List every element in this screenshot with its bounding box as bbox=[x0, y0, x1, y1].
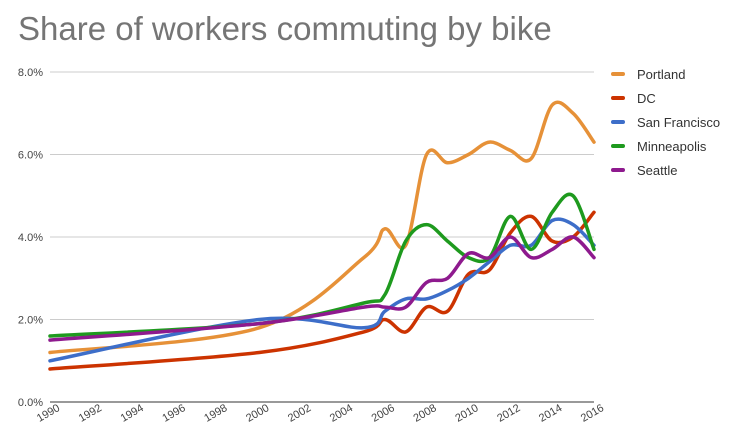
x-tick-label: 2016 bbox=[579, 402, 606, 425]
series-line-dc bbox=[48, 210, 596, 371]
x-tick-label: 2002 bbox=[286, 402, 313, 425]
legend-swatch bbox=[611, 120, 625, 124]
legend-swatch bbox=[611, 144, 625, 148]
legend-item-portland: Portland bbox=[611, 62, 720, 86]
y-tick-label: 2.0% bbox=[18, 315, 43, 327]
series-line-san-francisco bbox=[48, 217, 596, 363]
legend-item-seattle: Seattle bbox=[611, 158, 720, 182]
x-tick-label: 2006 bbox=[370, 402, 397, 425]
x-tick-label: 2010 bbox=[453, 402, 480, 425]
x-tick-label: 2000 bbox=[244, 402, 271, 425]
legend-swatch bbox=[611, 96, 625, 100]
legend-swatch bbox=[611, 168, 625, 172]
series-line-portland bbox=[48, 100, 596, 355]
legend-label: Minneapolis bbox=[637, 138, 707, 154]
y-tick-label: 8.0% bbox=[18, 67, 43, 79]
x-tick-label: 1994 bbox=[119, 402, 146, 425]
x-tick-label: 2014 bbox=[537, 402, 564, 425]
series-line-seattle bbox=[48, 235, 596, 342]
legend-label: Seattle bbox=[637, 162, 678, 178]
x-tick-label: 2012 bbox=[495, 402, 522, 425]
y-tick-label: 4.0% bbox=[18, 232, 43, 244]
chart-title: Share of workers commuting by bike bbox=[18, 10, 552, 47]
x-tick-label: 1996 bbox=[160, 402, 187, 425]
legend-swatch bbox=[611, 72, 625, 76]
y-tick-label: 0.0% bbox=[18, 397, 43, 409]
legend: Portland DC San Francisco Minneapolis Seattl… bbox=[611, 62, 720, 182]
gridlines bbox=[50, 71, 594, 403]
legend-label: Portland bbox=[637, 66, 686, 82]
x-tick-label: 1998 bbox=[202, 402, 229, 425]
x-tick-label: 1992 bbox=[77, 402, 104, 425]
y-tick-label: 6.0% bbox=[18, 150, 43, 162]
legend-item-dc: DC bbox=[611, 86, 720, 110]
legend-item-minneapolis: Minneapolis bbox=[611, 134, 720, 158]
series-lines bbox=[48, 100, 596, 371]
x-tick-label: 2008 bbox=[412, 402, 439, 425]
x-tick-label: 2004 bbox=[328, 402, 355, 425]
legend-item-san-francisco: San Francisco bbox=[611, 110, 720, 134]
legend-label: San Francisco bbox=[637, 114, 721, 130]
legend-label: DC bbox=[637, 90, 656, 106]
